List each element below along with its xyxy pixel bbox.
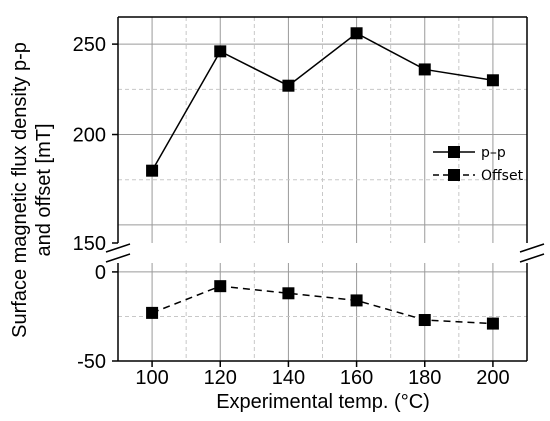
- axis-break-right-upper: [519, 243, 545, 253]
- series-pp-point: [418, 63, 431, 76]
- tick-layer: 100 120 140 160 180 200 150 200 250 -50 0: [73, 34, 510, 389]
- x-tick-label: 120: [204, 367, 237, 389]
- x-axis-title: Experimental temp. (°C): [216, 391, 430, 413]
- series-pp-point: [282, 79, 295, 92]
- series-pp-point: [350, 27, 363, 40]
- y-tick-label: 250: [73, 34, 106, 56]
- y-tick-label: -50: [77, 351, 106, 373]
- series-offset-point: [486, 317, 499, 330]
- series-offset-point: [146, 306, 159, 319]
- y-axis-title-line2: and offset [mT]: [33, 123, 55, 256]
- series-offset-point: [282, 287, 295, 300]
- series-layer: [146, 27, 499, 330]
- x-tick-label: 140: [272, 367, 305, 389]
- series-pp-point: [486, 74, 499, 87]
- axis-break-right-gap: [520, 247, 544, 259]
- legend-pp-marker: [448, 146, 460, 158]
- x-tick-label: 160: [340, 367, 373, 389]
- y-tick-label: 0: [95, 262, 106, 284]
- series-pp-line: [151, 32, 494, 172]
- x-tick-label: 180: [408, 367, 441, 389]
- y-tick-label: 150: [73, 233, 106, 255]
- plot-frame: [105, 16, 545, 362]
- series-offset-point: [214, 280, 227, 293]
- x-tick-label: 100: [135, 367, 168, 389]
- axis-break-left-lower: [105, 253, 131, 263]
- axis-break-left-gap: [106, 247, 130, 259]
- gridlines: [118, 17, 527, 361]
- y-axis-title: Surface magnetic flux density p-p and of…: [9, 42, 55, 338]
- legend-pp-label: p–p: [481, 145, 506, 161]
- x-tick-label: 200: [476, 367, 509, 389]
- series-offset-line: [151, 285, 493, 325]
- series-pp-point: [214, 45, 227, 58]
- series-offset-point: [418, 314, 431, 327]
- series-offset-point: [350, 294, 363, 307]
- y-tick-label: 200: [73, 125, 106, 147]
- y-axis-title-line1: Surface magnetic flux density p-p: [9, 42, 31, 338]
- axis-break-right-lower: [519, 253, 545, 263]
- legend: p–p Offset: [433, 145, 524, 184]
- axis-break-left-upper: [105, 243, 131, 253]
- legend-offset-label: Offset: [481, 168, 524, 184]
- series-pp-point: [146, 164, 159, 177]
- legend-offset-marker: [448, 169, 460, 181]
